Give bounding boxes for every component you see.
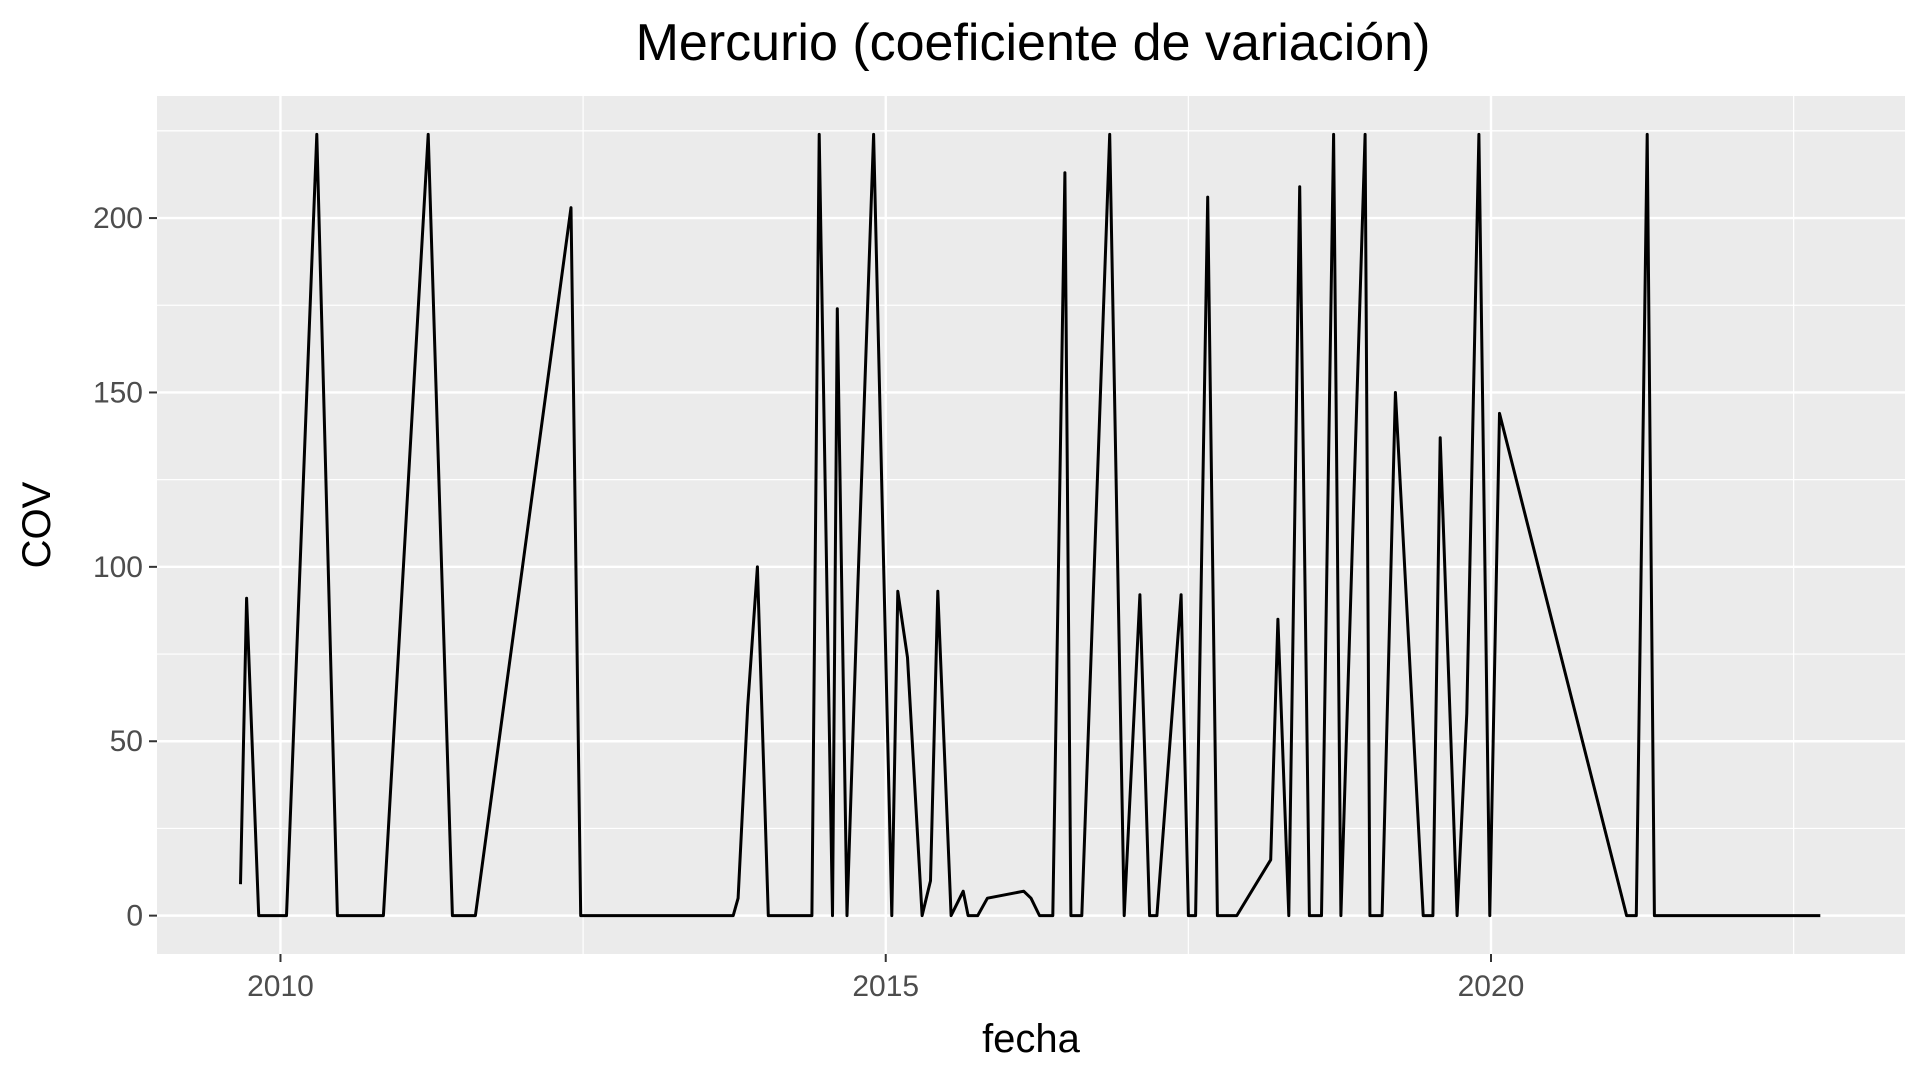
gridlines (157, 96, 1905, 954)
chart-title: Mercurio (coeficiente de variación) (636, 14, 1431, 72)
y-tick-label: 50 (110, 725, 143, 758)
y-tick-label: 100 (93, 551, 143, 584)
x-tick-label: 2015 (852, 970, 919, 1003)
y-tick-label: 200 (93, 202, 143, 235)
axis-ticks: 2010 2015 2020 0 50 100 150 200 (93, 202, 1524, 1003)
series-layer (239, 132, 1821, 918)
y-tick-label: 150 (93, 376, 143, 409)
series-line (239, 132, 1821, 918)
x-axis-title: fecha (982, 1017, 1081, 1061)
y-axis-title: COV (15, 481, 59, 568)
x-tick-label: 2020 (1458, 970, 1525, 1003)
y-tick-label: 0 (126, 900, 143, 933)
x-tick-label: 2010 (247, 970, 314, 1003)
